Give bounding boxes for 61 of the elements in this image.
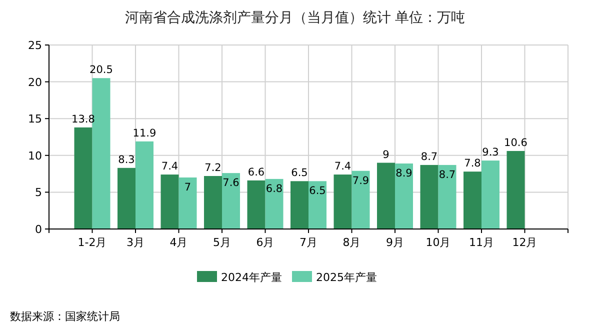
bar [178,177,197,229]
data-label: 7 [184,181,192,194]
data-label: 7.8 [464,158,481,170]
bar [482,160,500,229]
y-tick-label: 10 [28,149,42,162]
bar [334,174,352,229]
bar [290,181,308,229]
data-label: 7.6 [222,177,240,190]
bar [308,181,326,229]
y-tick-label: 25 [28,39,42,52]
y-tick-label: 0 [35,223,42,236]
data-label: 8.7 [420,150,438,163]
bar [265,178,284,229]
x-tick-label: 6月 [256,236,274,249]
data-label: 6.6 [248,166,265,178]
x-tick-label: 5月 [213,236,231,249]
data-label: 10.6 [504,136,528,149]
data-label: 7.2 [204,162,222,174]
x-tick-label: 4月 [170,236,188,249]
y-tick-label: 5 [35,186,42,200]
bar [420,164,438,229]
y-tick-label: 15 [28,112,42,126]
data-label: 20.5 [90,64,113,76]
legend-label: 2024年产量 [221,271,282,284]
data-label: 8.9 [396,167,412,180]
source-note: 数据来源：国家统计局 [10,310,120,323]
bar [506,150,525,229]
data-label: 7.4 [161,160,178,173]
data-label: 9 [382,148,390,161]
bar [118,168,136,229]
bar [247,180,266,229]
bar [395,163,413,229]
y-tick-label: 20 [28,76,42,89]
bar [352,170,370,229]
x-tick-label: 10月 [426,236,451,249]
x-tick-label: 8月 [342,236,361,249]
bar [136,141,154,229]
bar [222,173,240,229]
bar [204,176,222,229]
x-tick-label: 7月 [300,236,318,249]
x-tick-label: 11月 [469,236,494,249]
bar [377,162,395,229]
data-label: 8.7 [438,168,456,181]
x-tick-label: 9月 [386,236,404,249]
data-label: 6.5 [309,185,326,198]
data-label: 8.3 [118,154,135,166]
data-label: 6.8 [266,182,283,195]
bar [160,174,179,229]
data-label: 6.5 [291,167,308,180]
x-tick-label: 1-2月 [78,236,107,249]
data-label: 7.4 [334,160,352,173]
bar [438,164,456,229]
x-tick-label: 12月 [512,236,538,249]
legend-label: 2025年产量 [316,271,377,284]
x-tick-label: 3月 [126,236,144,249]
data-label: 9.3 [482,146,499,159]
bar [464,172,482,229]
data-label: 7.9 [352,174,370,187]
data-label: 11.9 [132,127,156,140]
bar [74,127,92,229]
chart-title: 河南省合成洗涤剂产量分月（当月值）统计 单位：万吨 [124,10,466,26]
